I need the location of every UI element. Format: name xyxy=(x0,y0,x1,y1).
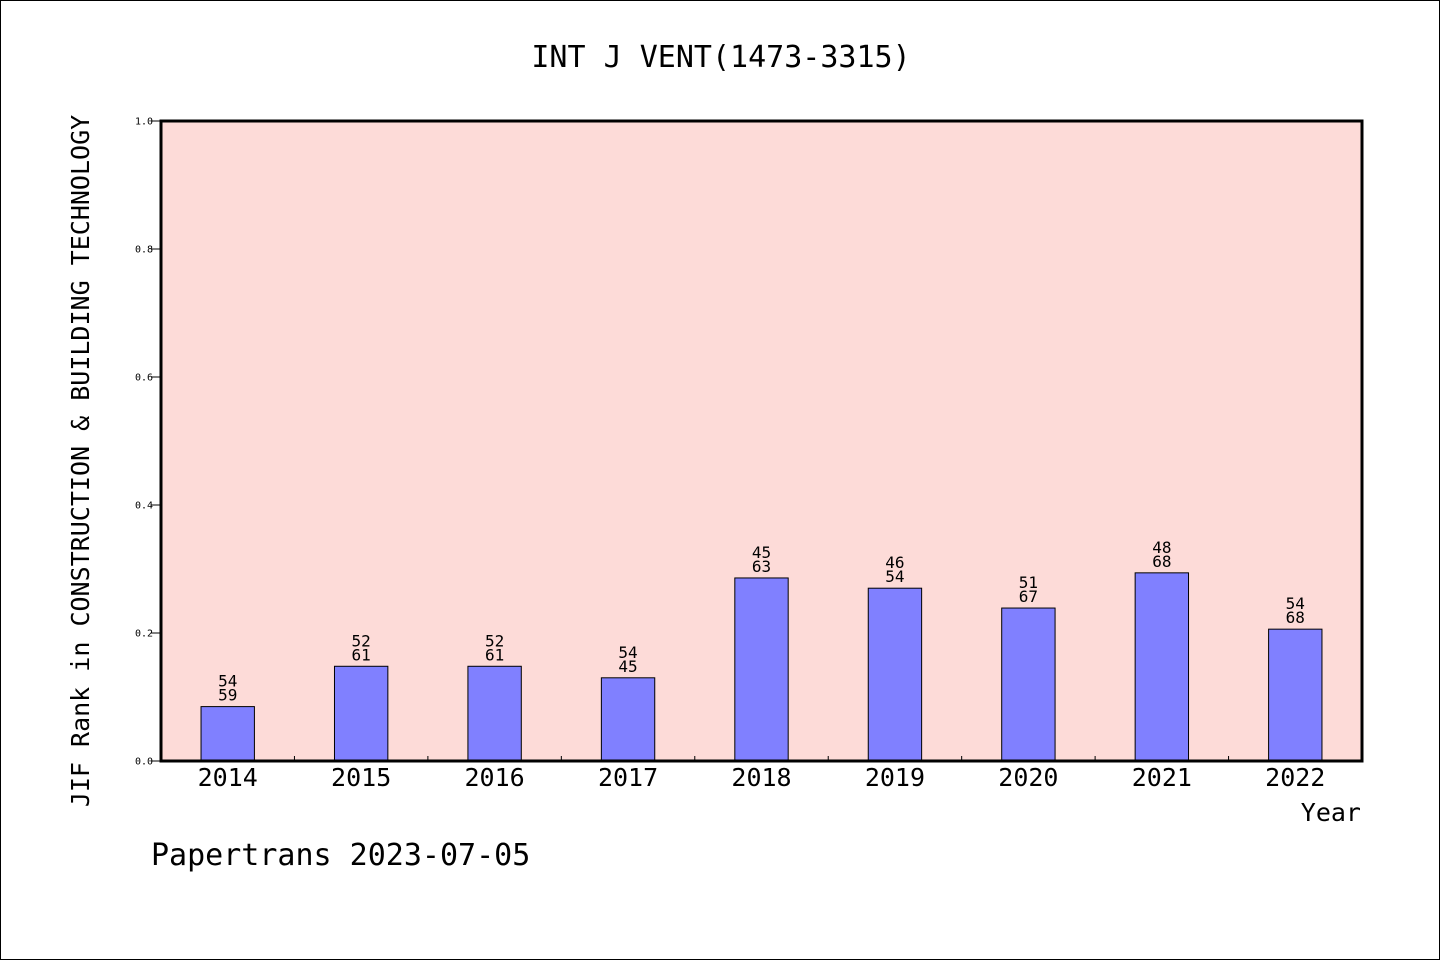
bar xyxy=(867,587,923,762)
bar xyxy=(1268,628,1323,762)
y-tick-label: 0.4 xyxy=(135,501,153,512)
bar-label-top: 51 xyxy=(1019,573,1038,592)
bar-label-bottom: 61 xyxy=(485,645,504,664)
bar-label-bottom: 68 xyxy=(1152,552,1171,571)
x-tick-label: 2022 xyxy=(1265,763,1325,792)
bar-label-top: 46 xyxy=(885,553,904,572)
bar-label-top: 48 xyxy=(1152,538,1171,557)
bar xyxy=(1134,572,1190,762)
x-tick-label: 2017 xyxy=(598,763,658,792)
x-axis-ticks: 2014 2015 2016 2017 2018 2019 2020 2021 2022 xyxy=(198,756,1325,792)
footer-text: Papertrans 2023-07-05 xyxy=(151,838,530,873)
x-axis-title: Year xyxy=(1301,798,1361,827)
bars xyxy=(200,572,1323,762)
x-tick-label: 2021 xyxy=(1132,763,1192,792)
plot-border xyxy=(159,119,1364,763)
bar xyxy=(333,665,389,762)
x-tick-label: 2019 xyxy=(865,763,925,792)
y-axis-title: JIF Rank in CONSTRUCTION & BUILDING TECH… xyxy=(66,115,95,807)
y-axis-ticks: 0.0 0.2 0.4 0.6 0.8 1.0 xyxy=(135,117,161,768)
y-tick-label: 1.0 xyxy=(135,117,153,128)
bar-label-bottom: 67 xyxy=(1019,587,1038,606)
bar xyxy=(1001,607,1056,762)
x-tick-label: 2020 xyxy=(998,763,1058,792)
bar-label-bottom: 45 xyxy=(618,657,637,676)
bar-label-bottom: 61 xyxy=(352,645,371,664)
bar-label-top: 54 xyxy=(1286,594,1305,613)
x-tick-label: 2018 xyxy=(731,763,791,792)
y-tick-label: 0.2 xyxy=(135,629,153,640)
y-tick-label: 0.8 xyxy=(135,245,153,256)
bar xyxy=(600,677,656,762)
bar-label-bottom: 63 xyxy=(752,557,771,576)
bar-label-bottom: 68 xyxy=(1286,608,1305,627)
bar-label-bottom: 54 xyxy=(885,567,904,586)
x-tick-label: 2014 xyxy=(198,763,258,792)
x-tick-label: 2016 xyxy=(465,763,525,792)
bar xyxy=(467,665,522,762)
bar xyxy=(734,577,789,762)
chart-title: INT J VENT(1473-3315) xyxy=(531,40,910,75)
bar-label-top: 45 xyxy=(752,543,771,562)
y-tick-label: 0.0 xyxy=(135,757,153,768)
bar-label-top: 54 xyxy=(218,672,237,691)
bar-label-top: 52 xyxy=(352,631,371,650)
bar-label-top: 52 xyxy=(485,631,504,650)
x-tick-label: 2015 xyxy=(331,763,391,792)
bar-label-bottom: 59 xyxy=(218,686,237,705)
bar xyxy=(200,706,255,762)
y-tick-label: 0.6 xyxy=(135,373,153,384)
bar-label-top: 54 xyxy=(618,643,637,662)
